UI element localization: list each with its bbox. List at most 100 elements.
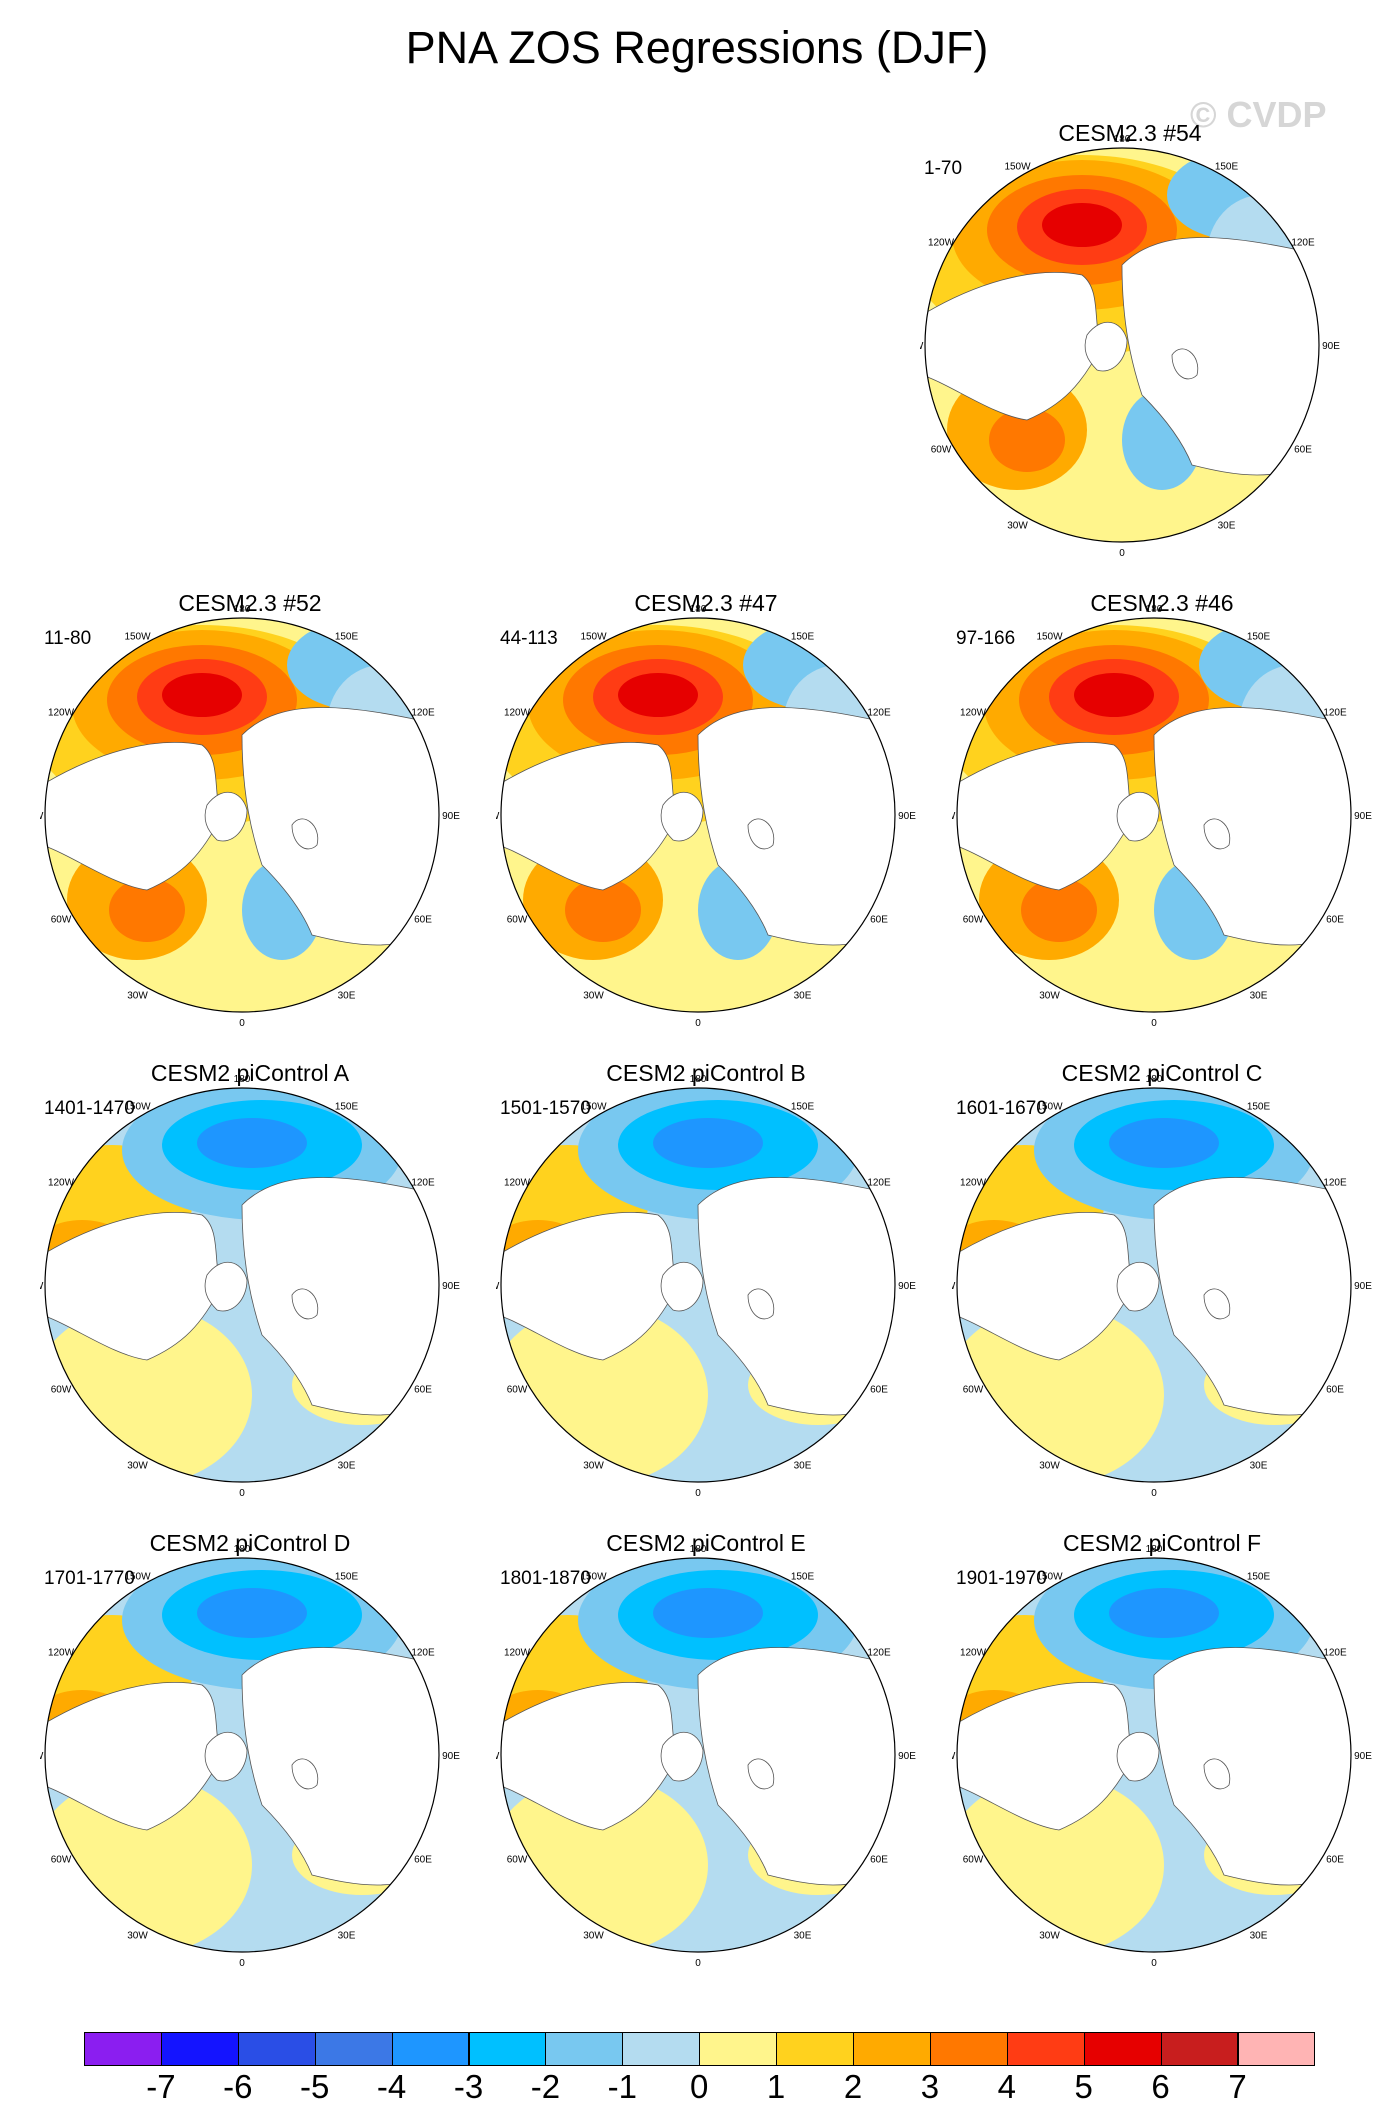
land-mass (241, 1177, 439, 1416)
panel-title: CESM2 piControl E (606, 1530, 806, 1556)
land-mass (1153, 707, 1351, 946)
longitude-label: 30E (794, 990, 812, 1001)
map-panel: CESM2 piControl D 1701-1770 180 150E 120E 90E… (40, 1530, 460, 1970)
colorbar-tick-label: -2 (530, 2068, 561, 2105)
longitude-label: 180 (1146, 1074, 1163, 1085)
longitude-label: 90E (442, 811, 460, 822)
longitude-label: 60W (507, 1855, 528, 1866)
longitude-label: 60W (963, 915, 984, 926)
longitude-label: 120W (960, 708, 987, 719)
land-mass (1153, 1647, 1351, 1886)
longitude-label: 30E (794, 1460, 812, 1471)
colorbar-tick-label: 2 (843, 2068, 863, 2105)
greenland (204, 1261, 248, 1312)
longitude-label: 150E (335, 1102, 359, 1113)
colorbar-swatch (314, 2032, 393, 2066)
longitude-label: 150W (1036, 1572, 1063, 1583)
longitude-label: 150E (335, 632, 359, 643)
longitude-label: 30E (1250, 990, 1268, 1001)
longitude-label: 120W (48, 1178, 75, 1189)
longitude-label: 90W (952, 811, 956, 822)
longitude-label: 120E (411, 708, 435, 719)
colorbar-tick-label: 4 (997, 2068, 1016, 2105)
greenland (660, 791, 704, 842)
longitude-label: 0 (695, 1018, 701, 1029)
colorbar-swatch (84, 2032, 162, 2066)
colorbar (84, 2032, 1316, 2068)
map-panel: CESM2 piControl F 1901-1970 180 150E 120E 90E… (952, 1530, 1372, 1970)
map-boundary (500, 1557, 896, 1953)
longitude-label: 120E (867, 708, 891, 719)
longitude-label: 30W (1007, 520, 1028, 531)
regression-field (957, 618, 1351, 1012)
longitude-label: 120W (504, 1648, 531, 1659)
colorbar-tick-label: 1 (766, 2068, 786, 2105)
panel-title: CESM2.3 #54 (1058, 120, 1202, 146)
longitude-label: 180 (690, 1074, 707, 1085)
polar-map: 180 150E 120E 90E 60E 30E 0 30W 60W 90W 120W 150W (952, 1074, 1372, 1499)
map-boundary (956, 1087, 1352, 1483)
longitude-label: 30E (338, 1460, 356, 1471)
longitude-label: 60W (507, 1385, 528, 1396)
longitude-label: 60E (1326, 1385, 1344, 1396)
longitude-label: 60W (931, 445, 952, 456)
longitude-label: 90W (496, 1281, 500, 1292)
longitude-label: 120W (48, 708, 75, 719)
panel-period: 1-70 (924, 158, 963, 179)
panel-title: CESM2 piControl F (1062, 1530, 1262, 1556)
land-mass (1171, 348, 1199, 380)
longitude-label: 120W (504, 708, 531, 719)
colorbar-swatch (1006, 2032, 1085, 2066)
panel-period: 1901-1970 (956, 1568, 1047, 1589)
colorbar-swatch (160, 2032, 239, 2066)
longitude-label: 150W (124, 632, 151, 643)
longitude-label: 60E (870, 915, 888, 926)
longitude-label: 150E (791, 632, 815, 643)
map-boundary (44, 1087, 440, 1483)
colorbar-swatch (391, 2032, 470, 2066)
land-mass (1203, 818, 1231, 850)
longitude-label: 30W (127, 1930, 148, 1941)
longitude-label: 120W (504, 1178, 531, 1189)
longitude-label: 30W (127, 990, 148, 1001)
longitude-label: 90E (1354, 1751, 1372, 1762)
longitude-label: 30W (583, 1930, 604, 1941)
longitude-label: 120E (1291, 238, 1315, 249)
longitude-label: 90E (442, 1751, 460, 1762)
longitude-label: 180 (234, 1544, 251, 1555)
colorbar-swatch (545, 2032, 624, 2066)
panel-period: 97-166 (956, 628, 1016, 649)
longitude-label: 150W (124, 1572, 151, 1583)
longitude-label: 0 (239, 1488, 245, 1499)
longitude-label: 180 (234, 1074, 251, 1085)
longitude-label: 150W (1036, 1102, 1063, 1113)
longitude-label: 30E (1250, 1460, 1268, 1471)
longitude-label: 30W (1039, 1460, 1060, 1471)
map-panel: CESM2 piControl E 1801-1870 180 150E 120E 90E… (496, 1530, 916, 1970)
longitude-label: 90W (40, 1281, 44, 1292)
land-mass (1203, 1758, 1231, 1790)
regression-field (45, 1088, 439, 1482)
greenland (1084, 321, 1128, 372)
longitude-label: 180 (690, 1544, 707, 1555)
longitude-label: 90W (496, 811, 500, 822)
colorbar-tick-label: 5 (1074, 2068, 1093, 2105)
panel-title: CESM2.3 #47 (634, 590, 778, 616)
regression-field (501, 618, 895, 1012)
map-panel: CESM2 piControl B 1501-1570 180 150E 120E 90E… (496, 1060, 916, 1500)
land-mass (747, 818, 775, 850)
colorbar-swatch (1160, 2032, 1239, 2066)
longitude-label: 150W (1004, 162, 1031, 173)
longitude-label: 60W (51, 1855, 72, 1866)
regression-field (501, 1088, 895, 1482)
polar-map: 180 150E 120E 90E 60E 30E 0 30W 60W 90W 120W 150W (496, 1544, 916, 1969)
panel-period: 1401-1470 (44, 1098, 135, 1119)
colorbar-tick-label: -5 (300, 2068, 330, 2105)
longitude-label: 30E (1250, 1930, 1268, 1941)
longitude-label: 30W (127, 1460, 148, 1471)
longitude-label: 60W (51, 915, 72, 926)
longitude-label: 0 (1151, 1488, 1157, 1499)
longitude-label: 120W (48, 1648, 75, 1659)
longitude-label: 150W (580, 1572, 607, 1583)
map-panel: CESM2.3 #54 1-70 180 150E 120E 90E 60E 30E 0 30W 6… (920, 120, 1340, 560)
